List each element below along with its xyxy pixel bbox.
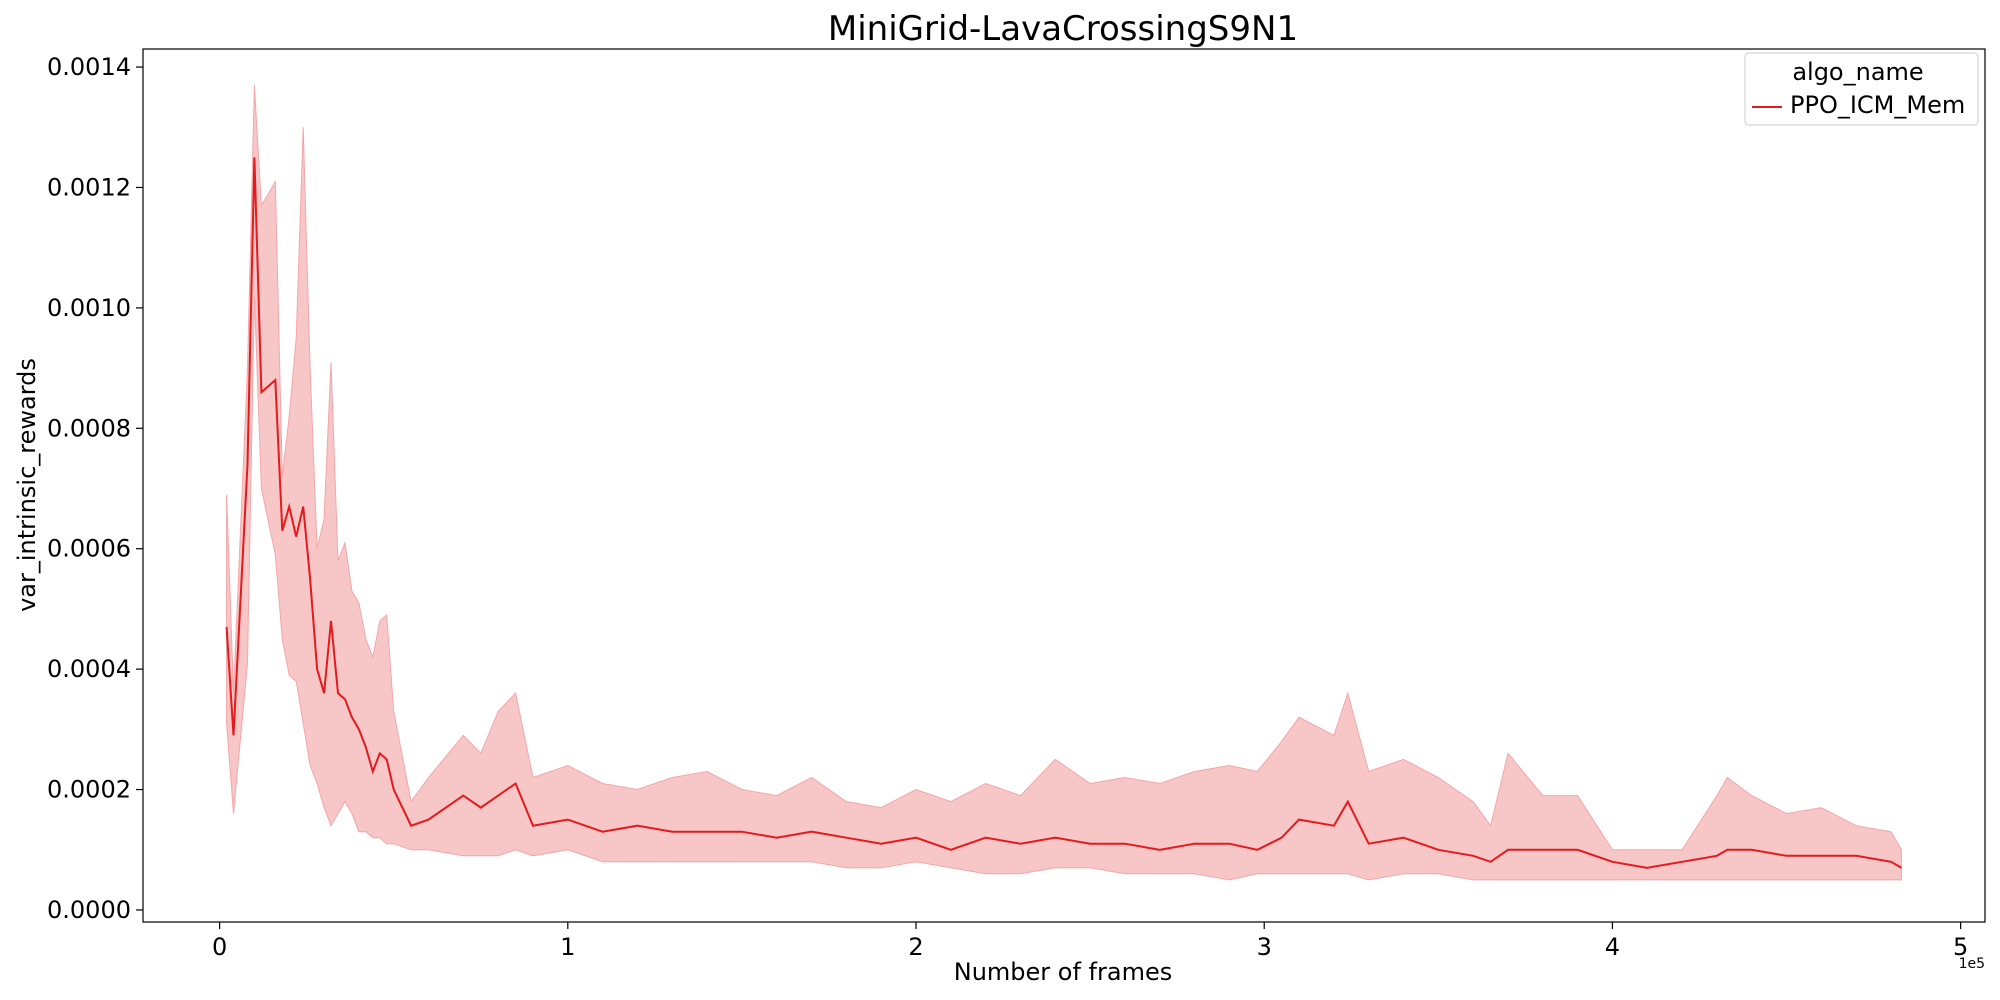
legend: algo_name PPO_ICM_Mem	[1744, 52, 1979, 126]
x-axis-label: Number of frames	[954, 958, 1172, 986]
y-axis-ticks: 0.0000 0.0002 0.0004 0.0006 0.0008 0.0010 0.00…	[47, 53, 143, 924]
confidence-band	[226, 85, 1902, 881]
x-axis-offset-label: 1e5	[1959, 956, 1985, 972]
chart-title: MiniGrid-LavaCrossingS9N1	[828, 9, 1298, 49]
legend-title: algo_name	[1792, 58, 1923, 86]
x-tick-label: 2	[908, 933, 923, 961]
x-tick-label: 3	[1257, 933, 1272, 961]
y-tick-label: 0.0012	[47, 173, 131, 201]
y-tick-label: 0.0000	[47, 896, 131, 924]
legend-box	[1744, 52, 1979, 126]
y-tick-label: 0.0004	[47, 655, 131, 683]
legend-item-ppo-icm-mem: PPO_ICM_Mem	[1790, 91, 1965, 119]
x-tick-label: 1	[560, 933, 575, 961]
x-tick-label: 4	[1605, 933, 1620, 961]
y-axis-label: var_intrinsic_rewards	[13, 358, 41, 612]
y-tick-label: 0.0008	[47, 414, 131, 442]
y-tick-label: 0.0002	[47, 776, 131, 804]
x-axis-ticks: 0 1 2 3 4 5	[212, 922, 1968, 961]
y-tick-label: 0.0006	[47, 535, 131, 563]
x-tick-label: 5	[1953, 933, 1968, 961]
plot-area	[225, 85, 1902, 881]
y-tick-label: 0.0014	[47, 53, 131, 81]
y-tick-label: 0.0010	[47, 294, 131, 322]
series-line-ppo-icm-mem	[225, 157, 1902, 869]
x-tick-label: 0	[212, 933, 227, 961]
plot-frame	[142, 48, 1986, 923]
